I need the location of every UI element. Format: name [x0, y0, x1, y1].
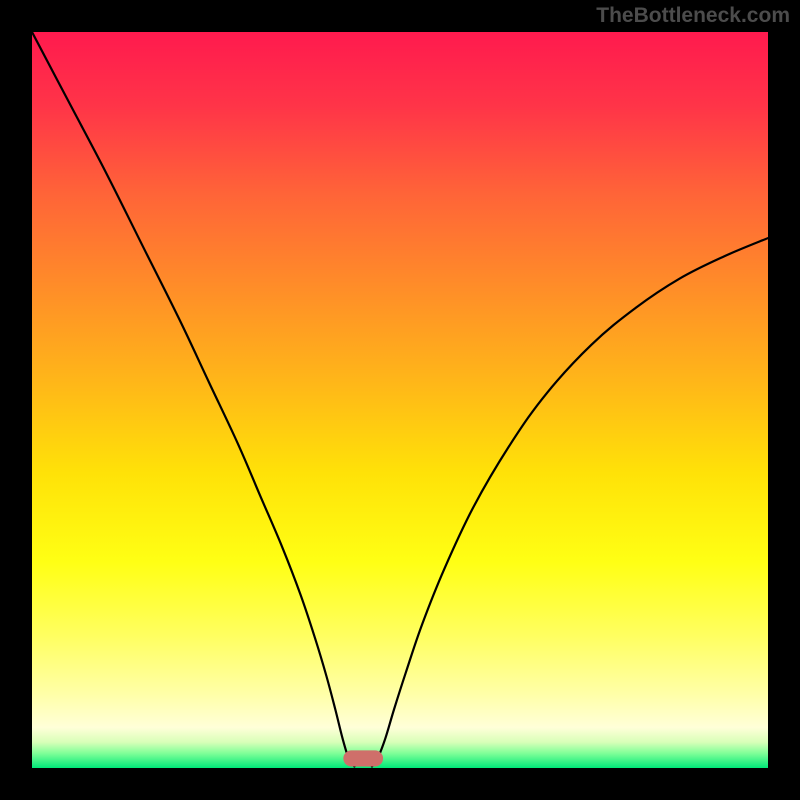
curve-right-branch: [372, 238, 768, 766]
plot-area: [32, 32, 768, 768]
watermark-text: TheBottleneck.com: [596, 4, 790, 28]
minimum-marker: [343, 750, 383, 766]
chart-container: TheBottleneck.com: [0, 0, 800, 800]
curve-left-branch: [32, 32, 354, 767]
curve-layer: [32, 32, 768, 768]
